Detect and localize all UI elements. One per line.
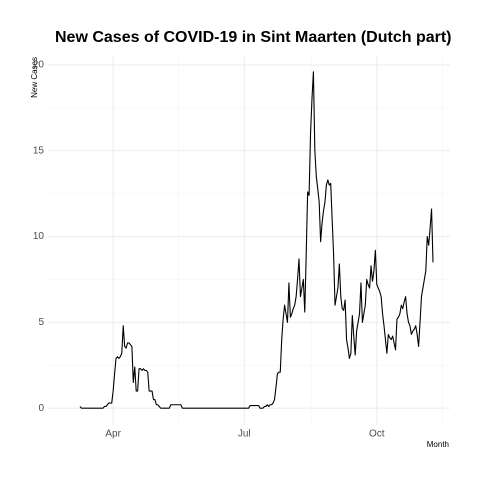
y-tick-label: 15 — [33, 145, 45, 156]
y-axis-label: New Cases — [30, 57, 39, 98]
chart-title: New Cases of COVID-19 in Sint Maarten (D… — [55, 29, 452, 46]
grid — [48, 55, 450, 425]
x-tick-label: Apr — [105, 429, 121, 440]
y-tick-label: 10 — [33, 231, 45, 242]
x-tick-label: Jul — [238, 429, 251, 440]
line — [79, 71, 434, 409]
x-tick-label: Oct — [369, 429, 385, 440]
y-tick-label: 5 — [38, 317, 44, 328]
x-axis-label: Month — [427, 440, 449, 449]
y-tick-label: 0 — [38, 403, 44, 414]
y-tick-label: 20 — [33, 60, 45, 71]
